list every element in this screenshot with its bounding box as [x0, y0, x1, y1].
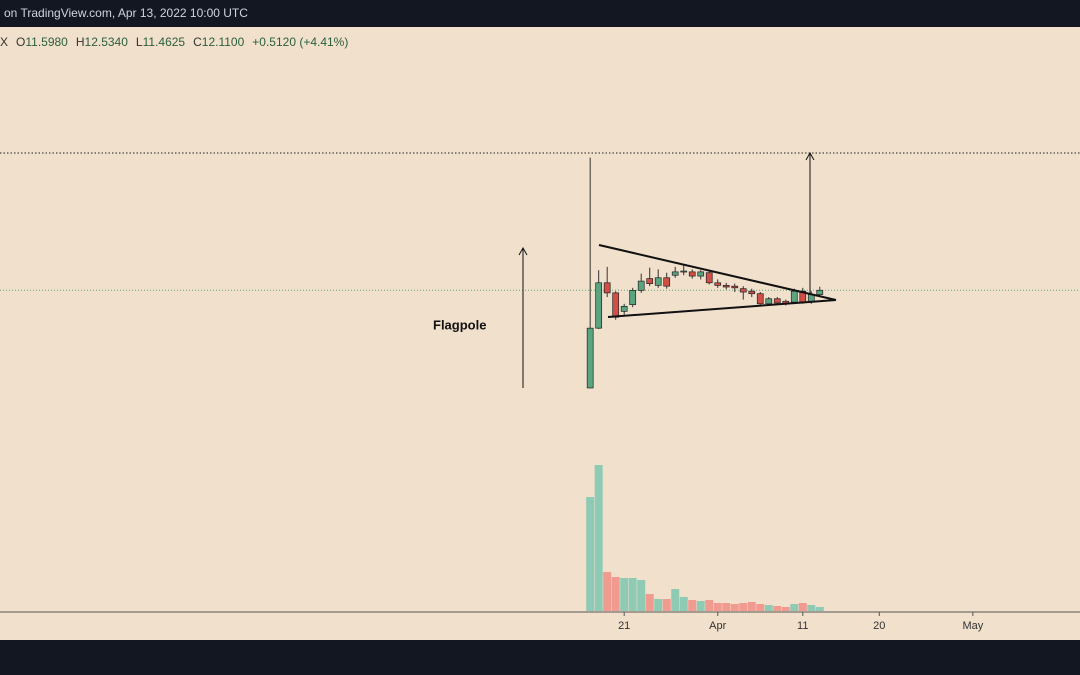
drawings [518, 151, 837, 388]
volume-bar [781, 607, 790, 611]
volume-bar [713, 603, 722, 611]
volume-bar [739, 603, 748, 611]
volume-bar [603, 572, 612, 611]
candle-body [595, 282, 603, 329]
candle-body [765, 298, 773, 305]
volume-bar [756, 604, 765, 611]
legend-prefix: L [136, 35, 143, 49]
volume-bar [688, 600, 697, 611]
legend-symbol: X [0, 35, 8, 49]
plot: 21 Apr 11 20 May [0, 152, 1080, 632]
candle-body [586, 327, 594, 389]
volume-bar [764, 605, 773, 611]
x-tick-label: 20 [873, 620, 885, 632]
candle-body [612, 292, 620, 318]
candle-body [663, 277, 671, 287]
volume-bar [798, 603, 807, 611]
lower-trendline [607, 299, 837, 318]
volume-bar [679, 597, 688, 611]
legend-value: +0.5120 (+4.41%) [252, 35, 348, 49]
candle-body [646, 278, 654, 284]
candle-body [654, 277, 662, 286]
candle-body [705, 272, 713, 284]
volume-bar [654, 599, 663, 611]
candle-body [603, 282, 611, 294]
candle-body [697, 271, 705, 277]
chart-title: on TradingView.com, Apr 13, 2022 10:00 U… [4, 6, 248, 20]
volume-bar [722, 603, 731, 611]
volume-bar [611, 577, 620, 611]
volume-bar [662, 599, 671, 611]
volume-bar [637, 580, 646, 611]
candle-body [790, 290, 798, 303]
volume-bar [807, 605, 816, 611]
volume-bar [696, 601, 705, 611]
candle-body [756, 293, 764, 305]
candle-body [773, 298, 781, 304]
legend-value: 12.5340 [85, 35, 129, 49]
legend-value: 11.5980 [25, 35, 68, 49]
x-tick-label: 21 [618, 620, 630, 632]
volume-bar [730, 604, 739, 611]
volume-bar [790, 604, 799, 611]
candle-body [629, 290, 637, 305]
candle-body [688, 271, 696, 277]
legend-value: 12.1100 [202, 35, 245, 49]
legend-prefix: C [193, 35, 202, 49]
legend-prefix: O [16, 35, 25, 49]
legend-prefix: H [76, 35, 85, 49]
legend-text: X O11.5980 H12.5340 L11.4625 C12.1100 +0.5120… [0, 35, 348, 49]
arrow-head [518, 246, 528, 256]
volume-bar [594, 465, 603, 611]
candle-body [637, 280, 645, 291]
volume-bar [645, 594, 654, 611]
candle-body [620, 305, 628, 312]
candle-body [671, 271, 679, 276]
bottom-bar [0, 640, 1080, 675]
top-bar [0, 0, 1080, 27]
volume-bar [586, 497, 595, 611]
volume-bar [628, 578, 637, 611]
candle-body [722, 284, 730, 288]
candle-body [731, 285, 739, 289]
x-tick-label: 11 [797, 620, 808, 632]
volume-bar [671, 589, 680, 611]
candle-body [739, 288, 747, 293]
candle-body [816, 289, 824, 295]
candle-body [748, 290, 756, 295]
ohlc-legend: X O11.5980 H12.5340 L11.4625 C12.1100 +0.5120… [0, 35, 348, 49]
volume-bar [747, 602, 756, 611]
candle-body [680, 270, 688, 273]
volume-bar [620, 578, 629, 611]
x-tick-label: May [962, 620, 983, 632]
volume-bar [705, 600, 714, 611]
legend-value: 11.4625 [143, 35, 186, 49]
upper-trendline [598, 244, 837, 301]
volume-bar [773, 606, 782, 611]
candle-body [714, 282, 722, 286]
volume-bar [815, 607, 824, 611]
x-tick-label: Apr [709, 620, 726, 632]
arrow-head [805, 151, 815, 161]
annotation: Flagpole [433, 317, 486, 332]
